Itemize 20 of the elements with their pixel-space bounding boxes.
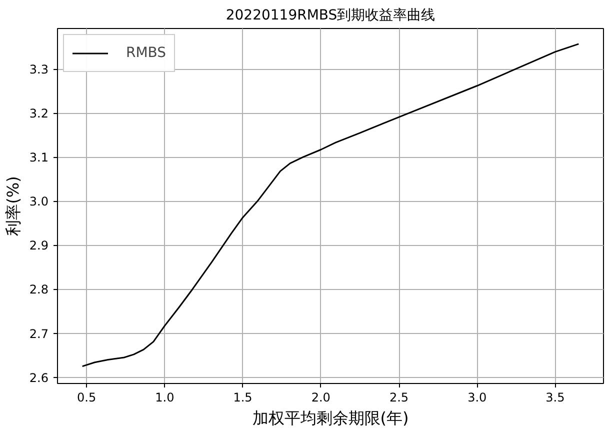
- x-tick-label: 3.5: [546, 390, 565, 404]
- y-tick-label: 2.7: [29, 326, 49, 341]
- line-series: [82, 43, 580, 368]
- y-tick-label: 3.1: [29, 150, 49, 165]
- x-tick-label: 1.5: [233, 390, 252, 404]
- y-tick-label: 3.2: [29, 106, 49, 121]
- y-tick-label: 3.3: [29, 62, 49, 77]
- x-tick-label: 1.0: [155, 390, 174, 404]
- y-tick-label: 2.6: [29, 370, 49, 385]
- legend-label: RMBS: [126, 45, 166, 61]
- x-tick-label: 2.5: [389, 390, 409, 404]
- x-axis-title: 加权平均剩余期限(年): [252, 408, 409, 428]
- x-tick-label: 3.0: [468, 390, 487, 404]
- y-tick-label: 2.9: [29, 238, 49, 253]
- chart-title: 20220119RMBS到期收益率曲线: [226, 8, 436, 24]
- y-tick-label: 2.8: [29, 282, 49, 297]
- x-tick-label: 2.0: [311, 390, 330, 404]
- x-tick-label: 0.5: [77, 390, 96, 404]
- y-axis-title: 利率(%): [3, 176, 22, 236]
- y-tick-label: 3.0: [29, 194, 49, 209]
